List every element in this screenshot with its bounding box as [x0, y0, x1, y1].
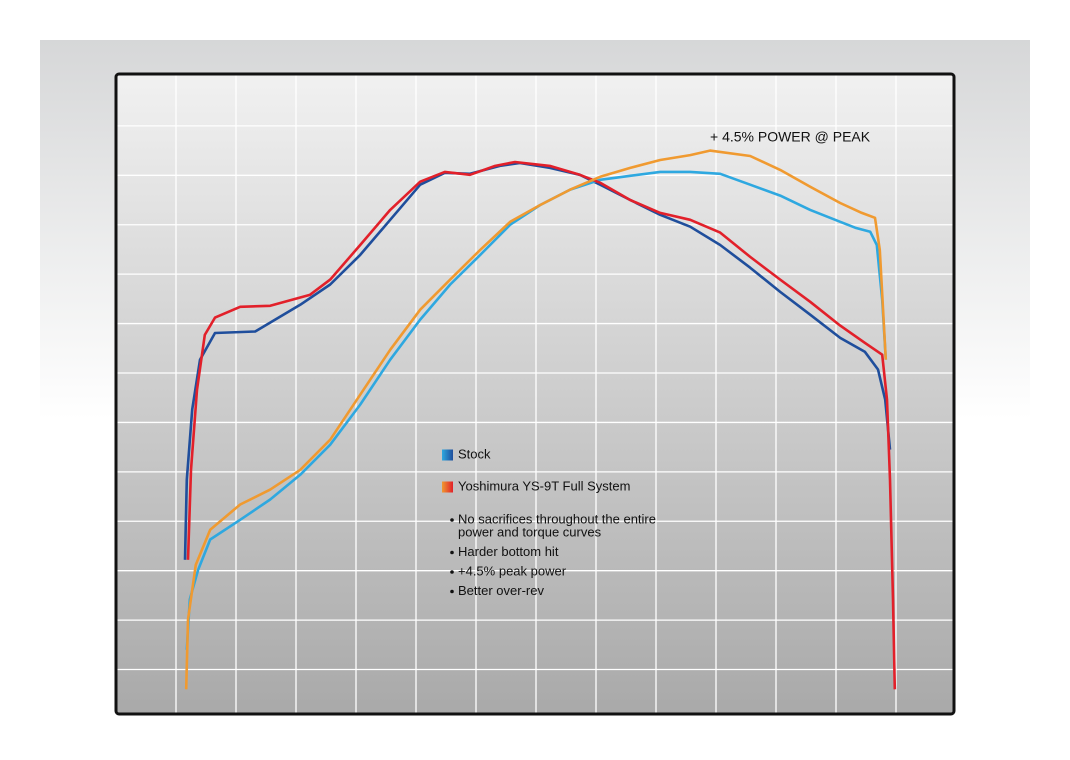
bullet	[450, 518, 454, 522]
note-text: power and torque curves	[458, 524, 602, 539]
note-text: Harder bottom hit	[458, 544, 559, 559]
plot-area	[116, 74, 954, 714]
plot-border	[114, 72, 956, 716]
note-text: +4.5% peak power	[458, 563, 567, 578]
legend-swatch	[442, 449, 453, 461]
bullet	[450, 550, 454, 555]
curve	[186, 160, 897, 690]
annotation: + 4.5% POWER @ PEAK	[710, 129, 871, 145]
curve	[184, 149, 888, 690]
bullet	[450, 589, 454, 594]
legend-label: Yoshimura YS-9T Full System	[458, 478, 630, 493]
note-text: No sacrifices throughout the entire	[458, 511, 656, 526]
legend-label: Stock	[458, 446, 491, 461]
note-text: Better over-rev	[458, 583, 544, 598]
bullet	[450, 570, 454, 574]
legend-swatch	[442, 481, 453, 493]
